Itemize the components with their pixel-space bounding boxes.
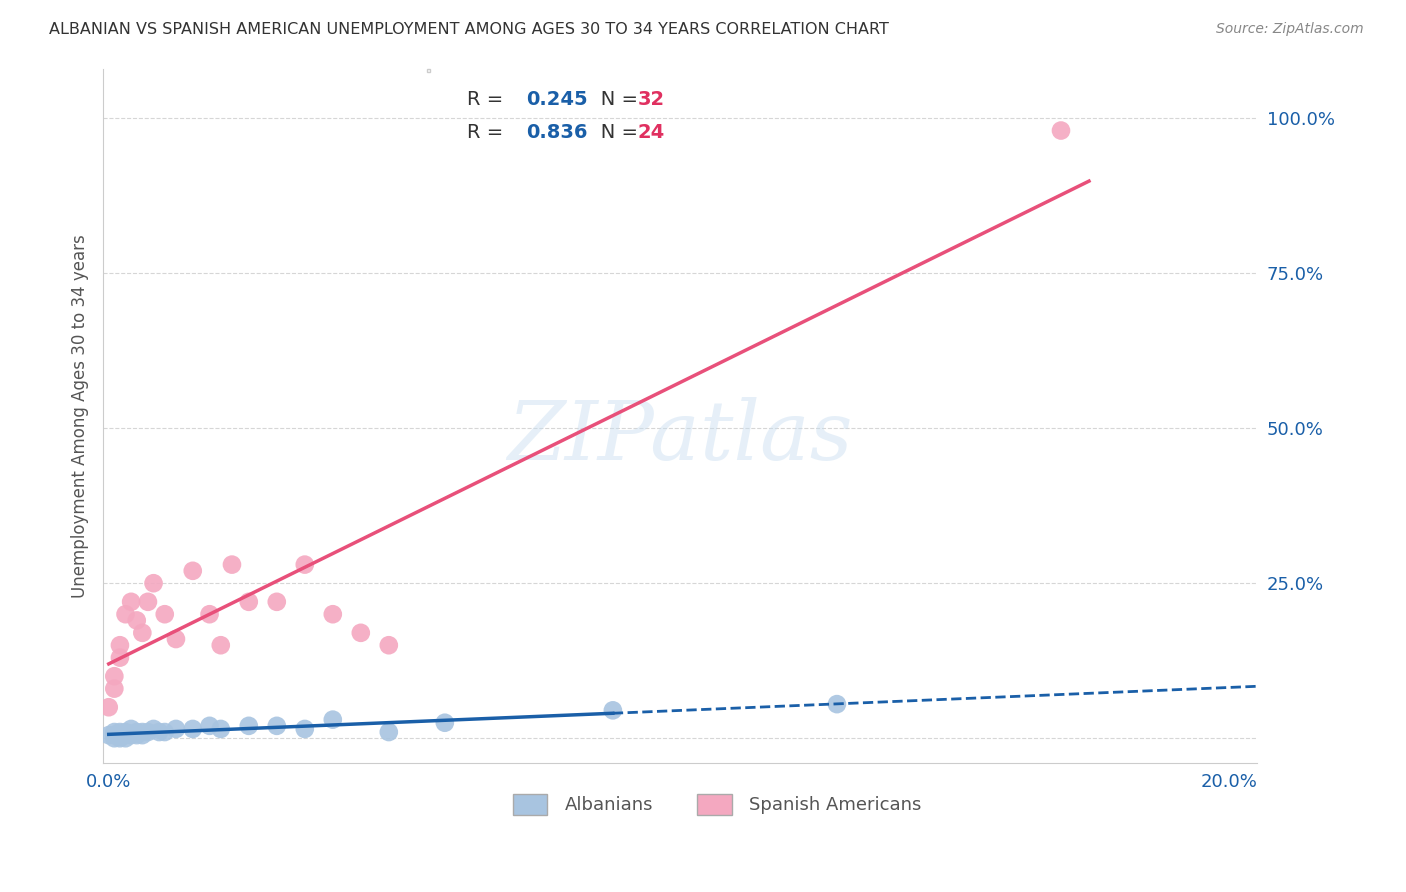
Point	[322, 607, 344, 622]
Point	[238, 595, 260, 609]
Point	[209, 722, 232, 736]
Point	[148, 725, 170, 739]
Point	[142, 576, 165, 591]
Point	[209, 638, 232, 652]
Text: 24: 24	[637, 123, 665, 142]
Point	[153, 607, 176, 622]
Point	[350, 625, 373, 640]
Point	[108, 731, 131, 746]
Point	[103, 728, 125, 742]
Point	[125, 725, 148, 739]
Text: Albanians: Albanians	[565, 796, 654, 814]
Point	[266, 719, 288, 733]
Point	[103, 681, 125, 696]
Point	[114, 607, 136, 622]
Text: R =: R =	[467, 90, 509, 110]
Point	[238, 719, 260, 733]
Point	[103, 669, 125, 683]
Point	[120, 728, 142, 742]
Point	[108, 725, 131, 739]
Text: 32: 32	[637, 90, 665, 110]
Point	[165, 632, 187, 646]
Point	[131, 725, 153, 739]
Legend: 	[427, 70, 430, 72]
Point	[125, 614, 148, 628]
Point	[114, 728, 136, 742]
Point	[221, 558, 243, 572]
Text: ALBANIAN VS SPANISH AMERICAN UNEMPLOYMENT AMONG AGES 30 TO 34 YEARS CORRELATION : ALBANIAN VS SPANISH AMERICAN UNEMPLOYMEN…	[49, 22, 889, 37]
Text: 0.836: 0.836	[527, 123, 588, 142]
Point	[108, 728, 131, 742]
Text: Spanish Americans: Spanish Americans	[749, 796, 922, 814]
Point	[322, 713, 344, 727]
Point	[378, 725, 401, 739]
Point	[294, 558, 316, 572]
Y-axis label: Unemployment Among Ages 30 to 34 years: Unemployment Among Ages 30 to 34 years	[72, 234, 89, 598]
Point	[103, 731, 125, 746]
Text: 0.245: 0.245	[527, 90, 588, 110]
Point	[198, 607, 221, 622]
Point	[136, 725, 159, 739]
Point	[131, 728, 153, 742]
Point	[294, 722, 316, 736]
Point	[378, 638, 401, 652]
Text: N =: N =	[582, 123, 644, 142]
Point	[114, 725, 136, 739]
FancyBboxPatch shape	[697, 794, 733, 815]
Point	[825, 697, 848, 711]
Point	[181, 722, 204, 736]
Point	[266, 595, 288, 609]
Point	[602, 703, 624, 717]
Text: R =: R =	[467, 123, 509, 142]
Text: N =: N =	[582, 90, 644, 110]
Point	[103, 725, 125, 739]
Point	[97, 728, 120, 742]
Point	[181, 564, 204, 578]
Point	[165, 722, 187, 736]
Point	[114, 731, 136, 746]
Point	[120, 595, 142, 609]
Point	[153, 725, 176, 739]
FancyBboxPatch shape	[513, 794, 547, 815]
Point	[120, 722, 142, 736]
Point	[136, 595, 159, 609]
Text: Source: ZipAtlas.com: Source: ZipAtlas.com	[1216, 22, 1364, 37]
Point	[97, 700, 120, 714]
Point	[433, 715, 456, 730]
Point	[108, 638, 131, 652]
Text: ZIPatlas: ZIPatlas	[508, 397, 853, 476]
Point	[142, 722, 165, 736]
Point	[108, 650, 131, 665]
Point	[131, 625, 153, 640]
Point	[125, 728, 148, 742]
Point	[1050, 123, 1073, 137]
Point	[198, 719, 221, 733]
